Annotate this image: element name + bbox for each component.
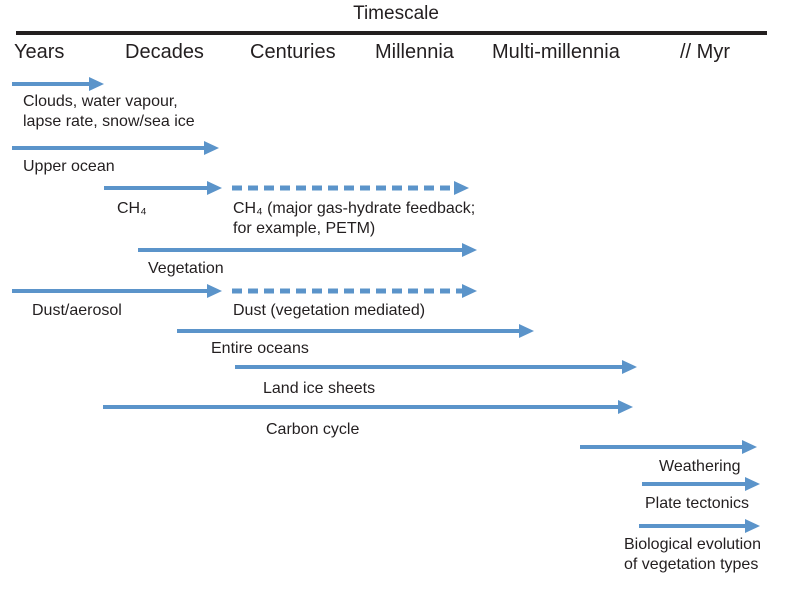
biological-evolution-arrow [639,518,760,534]
axis-label-myr: // Myr [680,41,730,63]
land-ice-sheets-arrow-shaft [235,365,627,369]
dust-vegetation-arrow-shaft [232,288,467,294]
biological-evolution-arrow-shaft [639,524,750,528]
land-ice-sheets-arrow [235,359,637,375]
clouds-feedback-arrow-shaft [12,82,94,86]
weathering-label: Weathering [659,458,741,475]
plate-tectonics-arrow [642,476,760,492]
vegetation-arrowhead-icon [462,243,477,257]
weathering-arrow [580,439,757,455]
vegetation-arrow [138,242,477,258]
axis-label-multi-millennia: Multi-millennia [492,41,620,63]
vegetation-arrow-shaft [138,248,467,252]
land-ice-sheets-label: Land ice sheets [263,380,376,397]
dust-aerosol-arrowhead-icon [207,284,222,298]
vegetation-label: Vegetation [148,260,224,277]
timescale-axis-line [16,31,767,35]
plate-tectonics-label: Plate tectonics [645,495,750,512]
clouds-feedback-arrowhead-icon [89,77,104,91]
ch4-gas-hydrate-arrow-shaft [232,185,459,191]
upper-ocean-arrowhead-icon [204,141,219,155]
dust-vegetation-label: Dust (vegetation mediated) [233,302,426,319]
weathering-arrowhead-icon [742,440,757,454]
entire-oceans-arrow [177,323,534,339]
ch4-arrowhead-icon [207,181,222,195]
axis-label-decades: Decades [125,41,204,63]
axis-label-centuries: Centuries [250,41,336,63]
upper-ocean-arrow-shaft [12,146,209,150]
upper-ocean-label: Upper ocean [23,158,115,175]
ch4-gas-hydrate-arrowhead-icon [454,181,469,195]
ch4-gas-hydrate-label: CH₄ (major gas-hydrate feedback; for exa… [233,200,476,237]
ch4-arrow-shaft [104,186,212,190]
upper-ocean-arrow [12,140,219,156]
biological-evolution-arrowhead-icon [745,519,760,533]
figure-title: Timescale [353,3,439,24]
dust-vegetation-arrow [232,283,477,299]
clouds-feedback-arrow [12,76,104,92]
ch4-arrow [104,180,222,196]
entire-oceans-arrowhead-icon [519,324,534,338]
land-ice-sheets-arrowhead-icon [622,360,637,374]
axis-label-millennia: Millennia [375,41,454,63]
carbon-cycle-arrowhead-icon [618,400,633,414]
biological-evolution-label: Biological evolution of vegetation types [624,536,761,573]
entire-oceans-label: Entire oceans [211,340,309,357]
plate-tectonics-arrowhead-icon [745,477,760,491]
carbon-cycle-label: Carbon cycle [266,421,360,438]
plate-tectonics-arrow-shaft [642,482,750,486]
dust-vegetation-arrowhead-icon [462,284,477,298]
ch4-label: CH₄ [117,200,147,217]
ch4-gas-hydrate-arrow [232,180,469,196]
dust-aerosol-arrow-shaft [12,289,212,293]
axis-label-years: Years [14,41,65,63]
carbon-cycle-arrow [103,399,633,415]
dust-aerosol-label: Dust/aerosol [32,302,122,319]
weathering-arrow-shaft [580,445,747,449]
clouds-feedback-label: Clouds, water vapour, lapse rate, snow/s… [23,93,195,130]
carbon-cycle-arrow-shaft [103,405,623,409]
dust-aerosol-arrow [12,283,222,299]
entire-oceans-arrow-shaft [177,329,524,333]
